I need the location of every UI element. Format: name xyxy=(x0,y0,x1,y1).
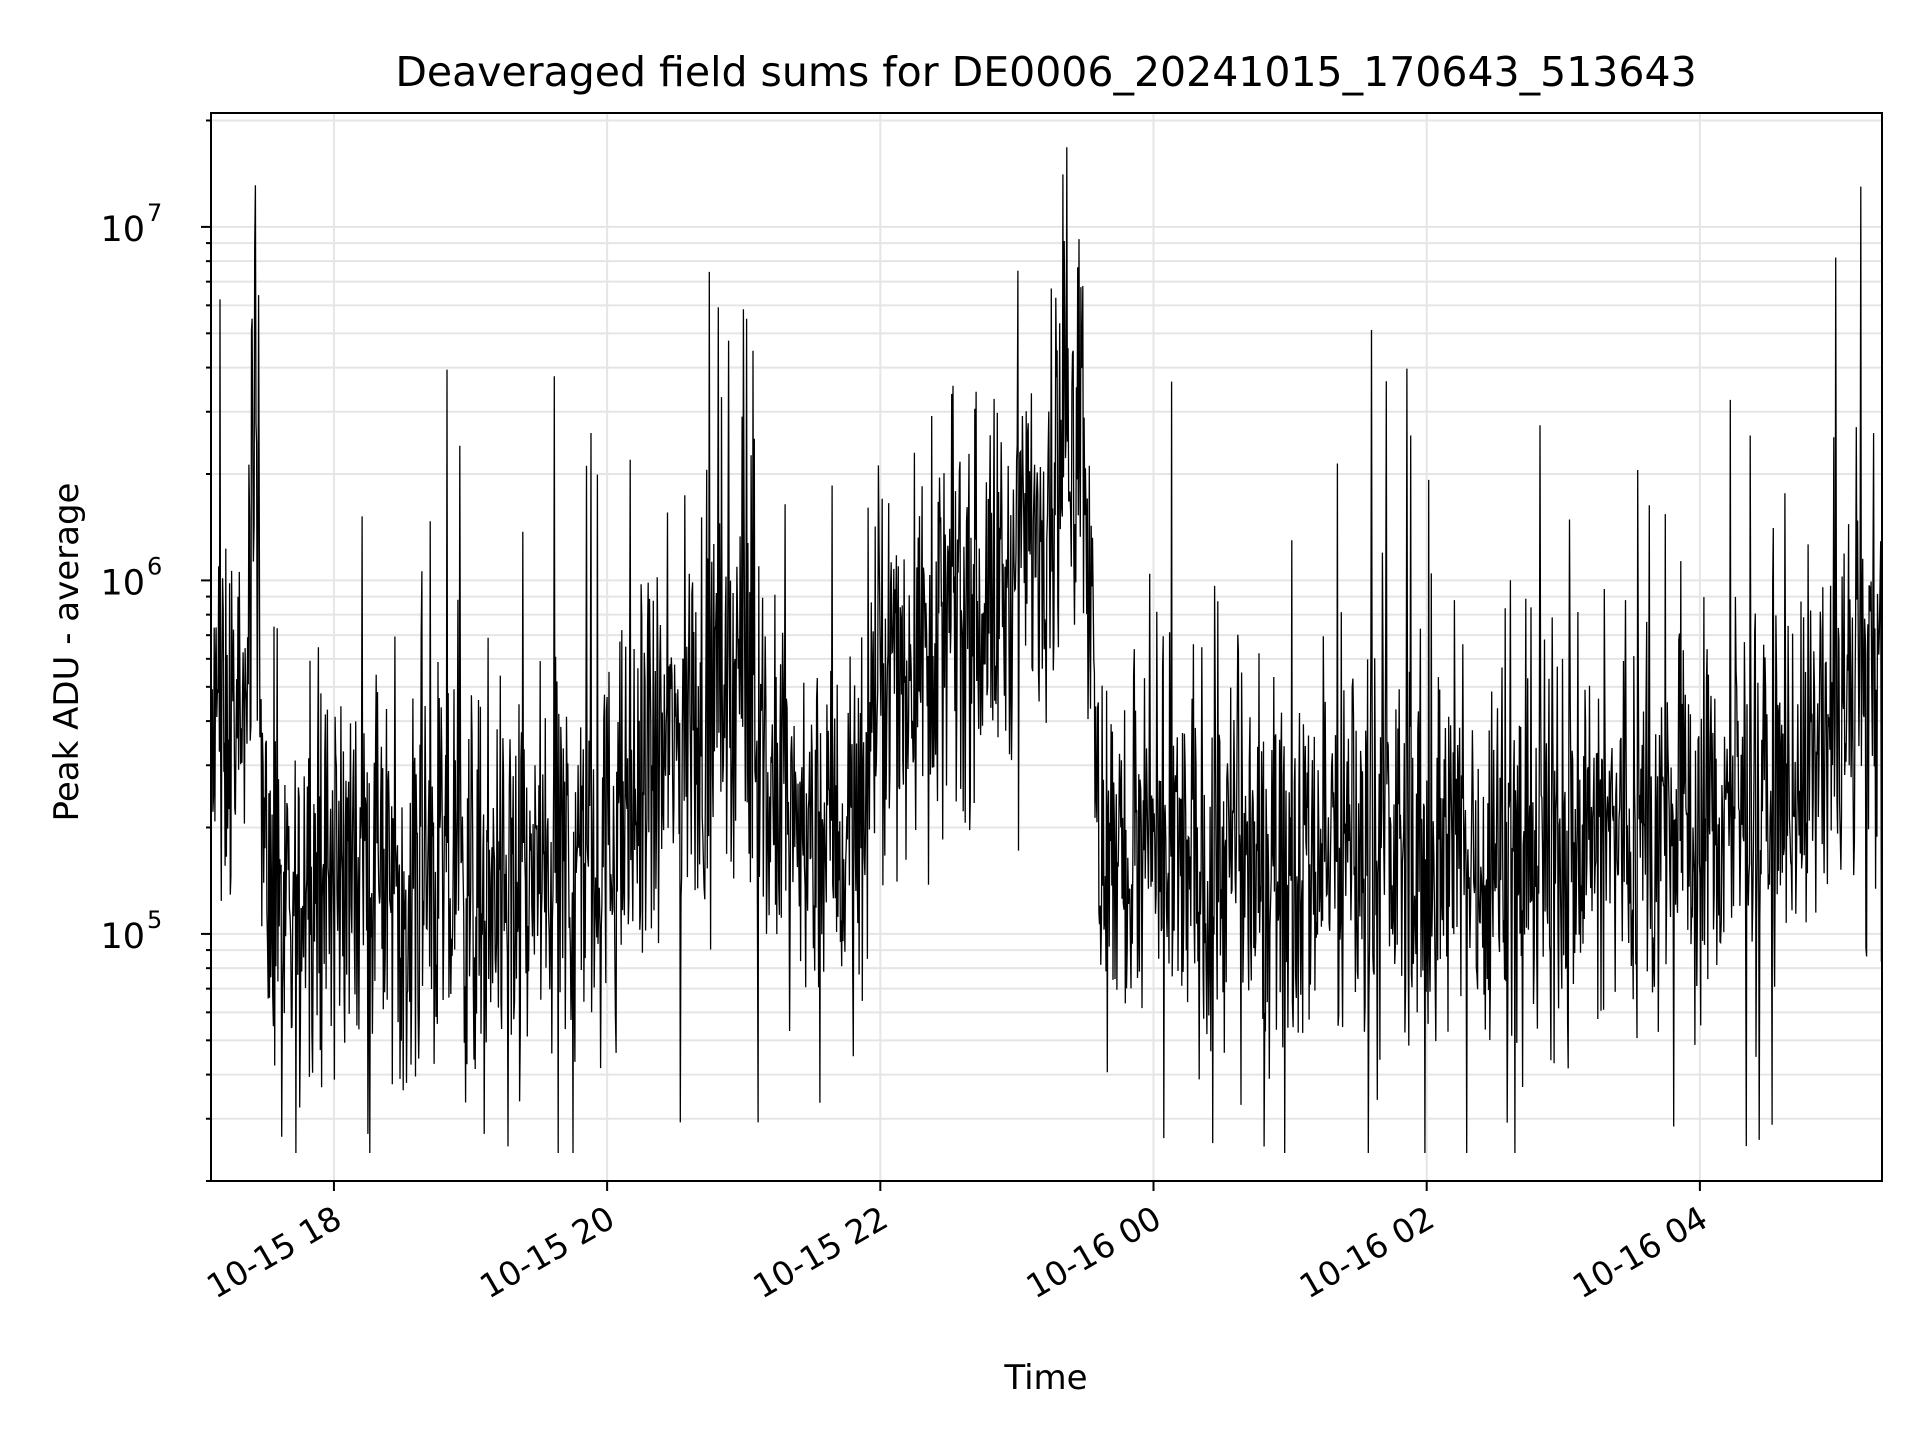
y-tick-label: 10 5 xyxy=(100,906,162,957)
y-tick-base: 10 xyxy=(100,563,145,603)
series-layer xyxy=(210,147,1883,1154)
y-axis-label: Peak ADU - average xyxy=(47,483,87,822)
y-tick-exponent: 6 xyxy=(147,552,162,580)
plot-frame xyxy=(210,112,1883,1182)
y-tick-base: 10 xyxy=(100,917,145,957)
y-tick-label: 10 6 xyxy=(100,552,162,603)
series-line xyxy=(210,147,1883,1154)
x-axis-label: Time xyxy=(1003,1358,1087,1398)
y-tick-label: 10 7 xyxy=(100,199,162,250)
y-tick-base: 10 xyxy=(100,210,145,250)
chart-title: Deaveraged field sums for DE0006_2024101… xyxy=(395,48,1696,96)
y-tick-exponent: 7 xyxy=(147,199,162,227)
y-tick-exponent: 5 xyxy=(147,906,162,934)
